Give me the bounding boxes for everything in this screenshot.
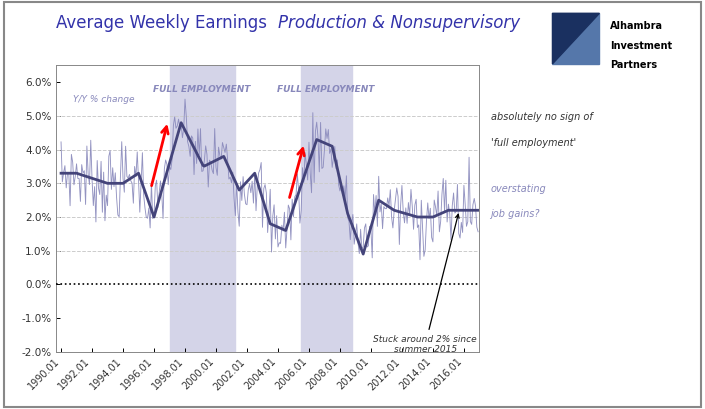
Text: absolutely no sign of: absolutely no sign of [491,112,592,122]
Text: job gains?: job gains? [491,209,540,219]
Bar [169,65,235,352]
Text: Average Weekly Earnings: Average Weekly Earnings [56,14,273,32]
Polygon shape [553,13,599,64]
Text: Alhambra: Alhambra [610,21,663,31]
Text: Investment: Investment [610,40,672,50]
Text: Stuck around 2% since
summer 2015: Stuck around 2% since summer 2015 [374,214,477,354]
Text: Partners: Partners [610,60,657,70]
Text: FULL EMPLOYMENT: FULL EMPLOYMENT [277,85,374,94]
Text: Production & Nonsupervisory: Production & Nonsupervisory [278,14,520,32]
Text: overstating: overstating [491,184,546,193]
Text: FULL EMPLOYMENT: FULL EMPLOYMENT [154,85,251,94]
Polygon shape [553,13,599,64]
Text: Y/Y % change: Y/Y % change [73,94,135,103]
Bar [301,65,352,352]
Text: 'full employment': 'full employment' [491,138,576,148]
